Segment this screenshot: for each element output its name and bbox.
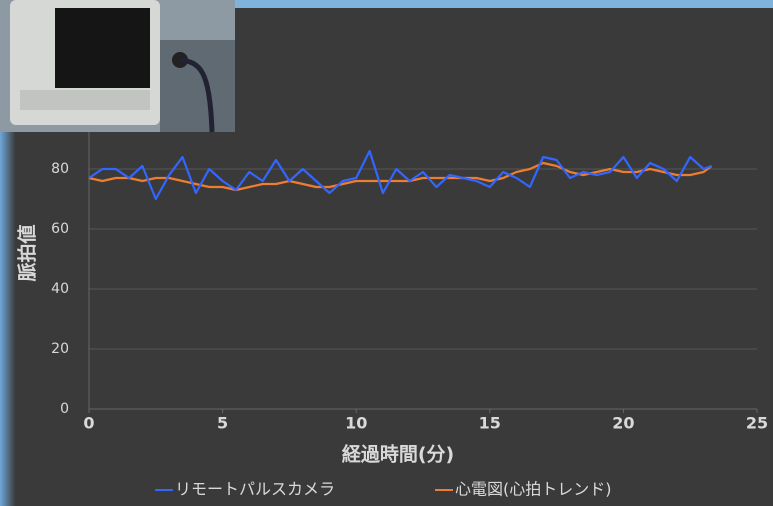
y-tick-label: 0	[60, 401, 69, 417]
x-axis-title: 経過時間(分)	[342, 443, 454, 466]
y-tick-label: 80	[51, 161, 69, 177]
y-tick-label: 20	[51, 341, 69, 357]
monitor-photo	[0, 0, 235, 132]
chart: 脈拍値 経過時間(分) 0 20 40 60 80 0 5 10 15 20 25 リモートパルスカメ…	[0, 0, 773, 506]
x-tick-label: 5	[217, 414, 228, 433]
x-tick-label: 0	[83, 414, 94, 433]
x-tick-label: 25	[746, 414, 768, 433]
legend-label: 心電図(心拍トレンド)	[455, 480, 612, 499]
y-tick-label: 40	[51, 281, 69, 297]
legend-label: リモートパルスカメラ	[175, 480, 335, 499]
x-tick-label: 15	[479, 414, 501, 433]
x-tick-label: 10	[345, 414, 367, 433]
y-tick-label: 60	[51, 221, 69, 237]
x-tick-label: 20	[612, 414, 634, 433]
y-axis-title: 脈拍値	[16, 224, 39, 281]
